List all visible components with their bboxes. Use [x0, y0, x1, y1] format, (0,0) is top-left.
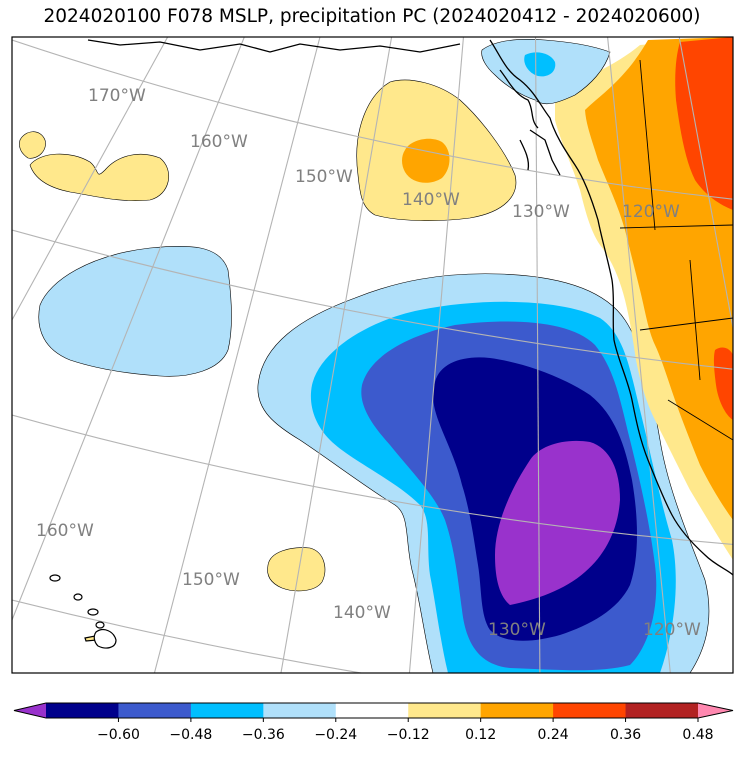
lon-label-130w-upper: 130°W: [512, 202, 570, 222]
colorbar-tick-label: −0.48: [169, 727, 212, 743]
lon-label-150w-upper: 150°W: [295, 167, 353, 187]
lon-label-150w-lower: 150°W: [182, 570, 240, 590]
lon-label-140w-upper: 140°W: [402, 190, 460, 210]
map-title: 2024020100 F078 MSLP, precipitation PC (…: [43, 6, 701, 27]
colorbar-tick-label: −0.24: [314, 727, 357, 743]
anomaly-pos-aleutian: [19, 131, 169, 202]
colorbar-tick-label: −0.60: [97, 727, 140, 743]
state-borders: [619, 59, 733, 441]
graticule-meridians: [12, 37, 733, 673]
colorbar-swatch: [408, 703, 482, 718]
colorbar-tick-label: 0.48: [682, 727, 713, 743]
colorbar-extend-low: [14, 703, 46, 718]
colorbar-swatch: [190, 703, 264, 718]
colorbar-swatch: [553, 703, 627, 718]
colorbar-swatch: [46, 703, 119, 718]
coastlines: [87, 39, 733, 576]
colorbar-outline: [13, 702, 734, 719]
anomaly-pos-gulf-core: [402, 138, 450, 183]
map-field: 170°W 160°W 150°W 140°W 130°W 120°W 160°…: [12, 37, 733, 673]
anomaly-pos-land-048: [675, 37, 733, 210]
colorbar-tick-label: −0.36: [242, 727, 285, 743]
lon-label-140w-lower: 140°W: [333, 603, 391, 623]
lon-label-130w-lower: 130°W: [488, 620, 546, 640]
hawaiian-islands: [49, 574, 117, 649]
anomaly-neg-060: [495, 440, 620, 605]
anomaly-neg-bc-core: [524, 52, 556, 77]
lon-label-170w-upper: 170°W: [88, 86, 146, 106]
lon-label-120w-upper: 120°W: [622, 202, 680, 222]
map-frame: [11, 36, 734, 674]
colorbar-swatch: [480, 703, 554, 718]
anomaly-pos-hawaii: [267, 547, 326, 592]
colorbar-swatch: [625, 703, 699, 718]
graticule-parallels: [12, 39, 733, 673]
colorbar-swatch: [263, 703, 337, 718]
colorbar-swatch: [118, 703, 192, 718]
colorbar: −0.60 −0.48 −0.36 −0.24 −0.12 0.12 0.24 0.36 0.4…: [13, 702, 734, 743]
colorbar-tick-label: 0.24: [538, 727, 569, 743]
lon-label-160w-upper: 160°W: [190, 132, 248, 152]
colorbar-tick-label: −0.12: [387, 727, 430, 743]
colorbar-swatch: [335, 703, 409, 718]
longitude-labels: 170°W 160°W 150°W 140°W 130°W 120°W 160°…: [36, 86, 701, 640]
colorbar-tick-label: 0.12: [465, 727, 496, 743]
lon-label-160w-lower: 160°W: [36, 521, 94, 541]
anomaly-pos-land-048b: [713, 347, 733, 420]
lon-label-120w-lower: 120°W: [643, 620, 701, 640]
colorbar-extend-high: [698, 703, 733, 718]
colorbar-tick-label: 0.36: [610, 727, 641, 743]
